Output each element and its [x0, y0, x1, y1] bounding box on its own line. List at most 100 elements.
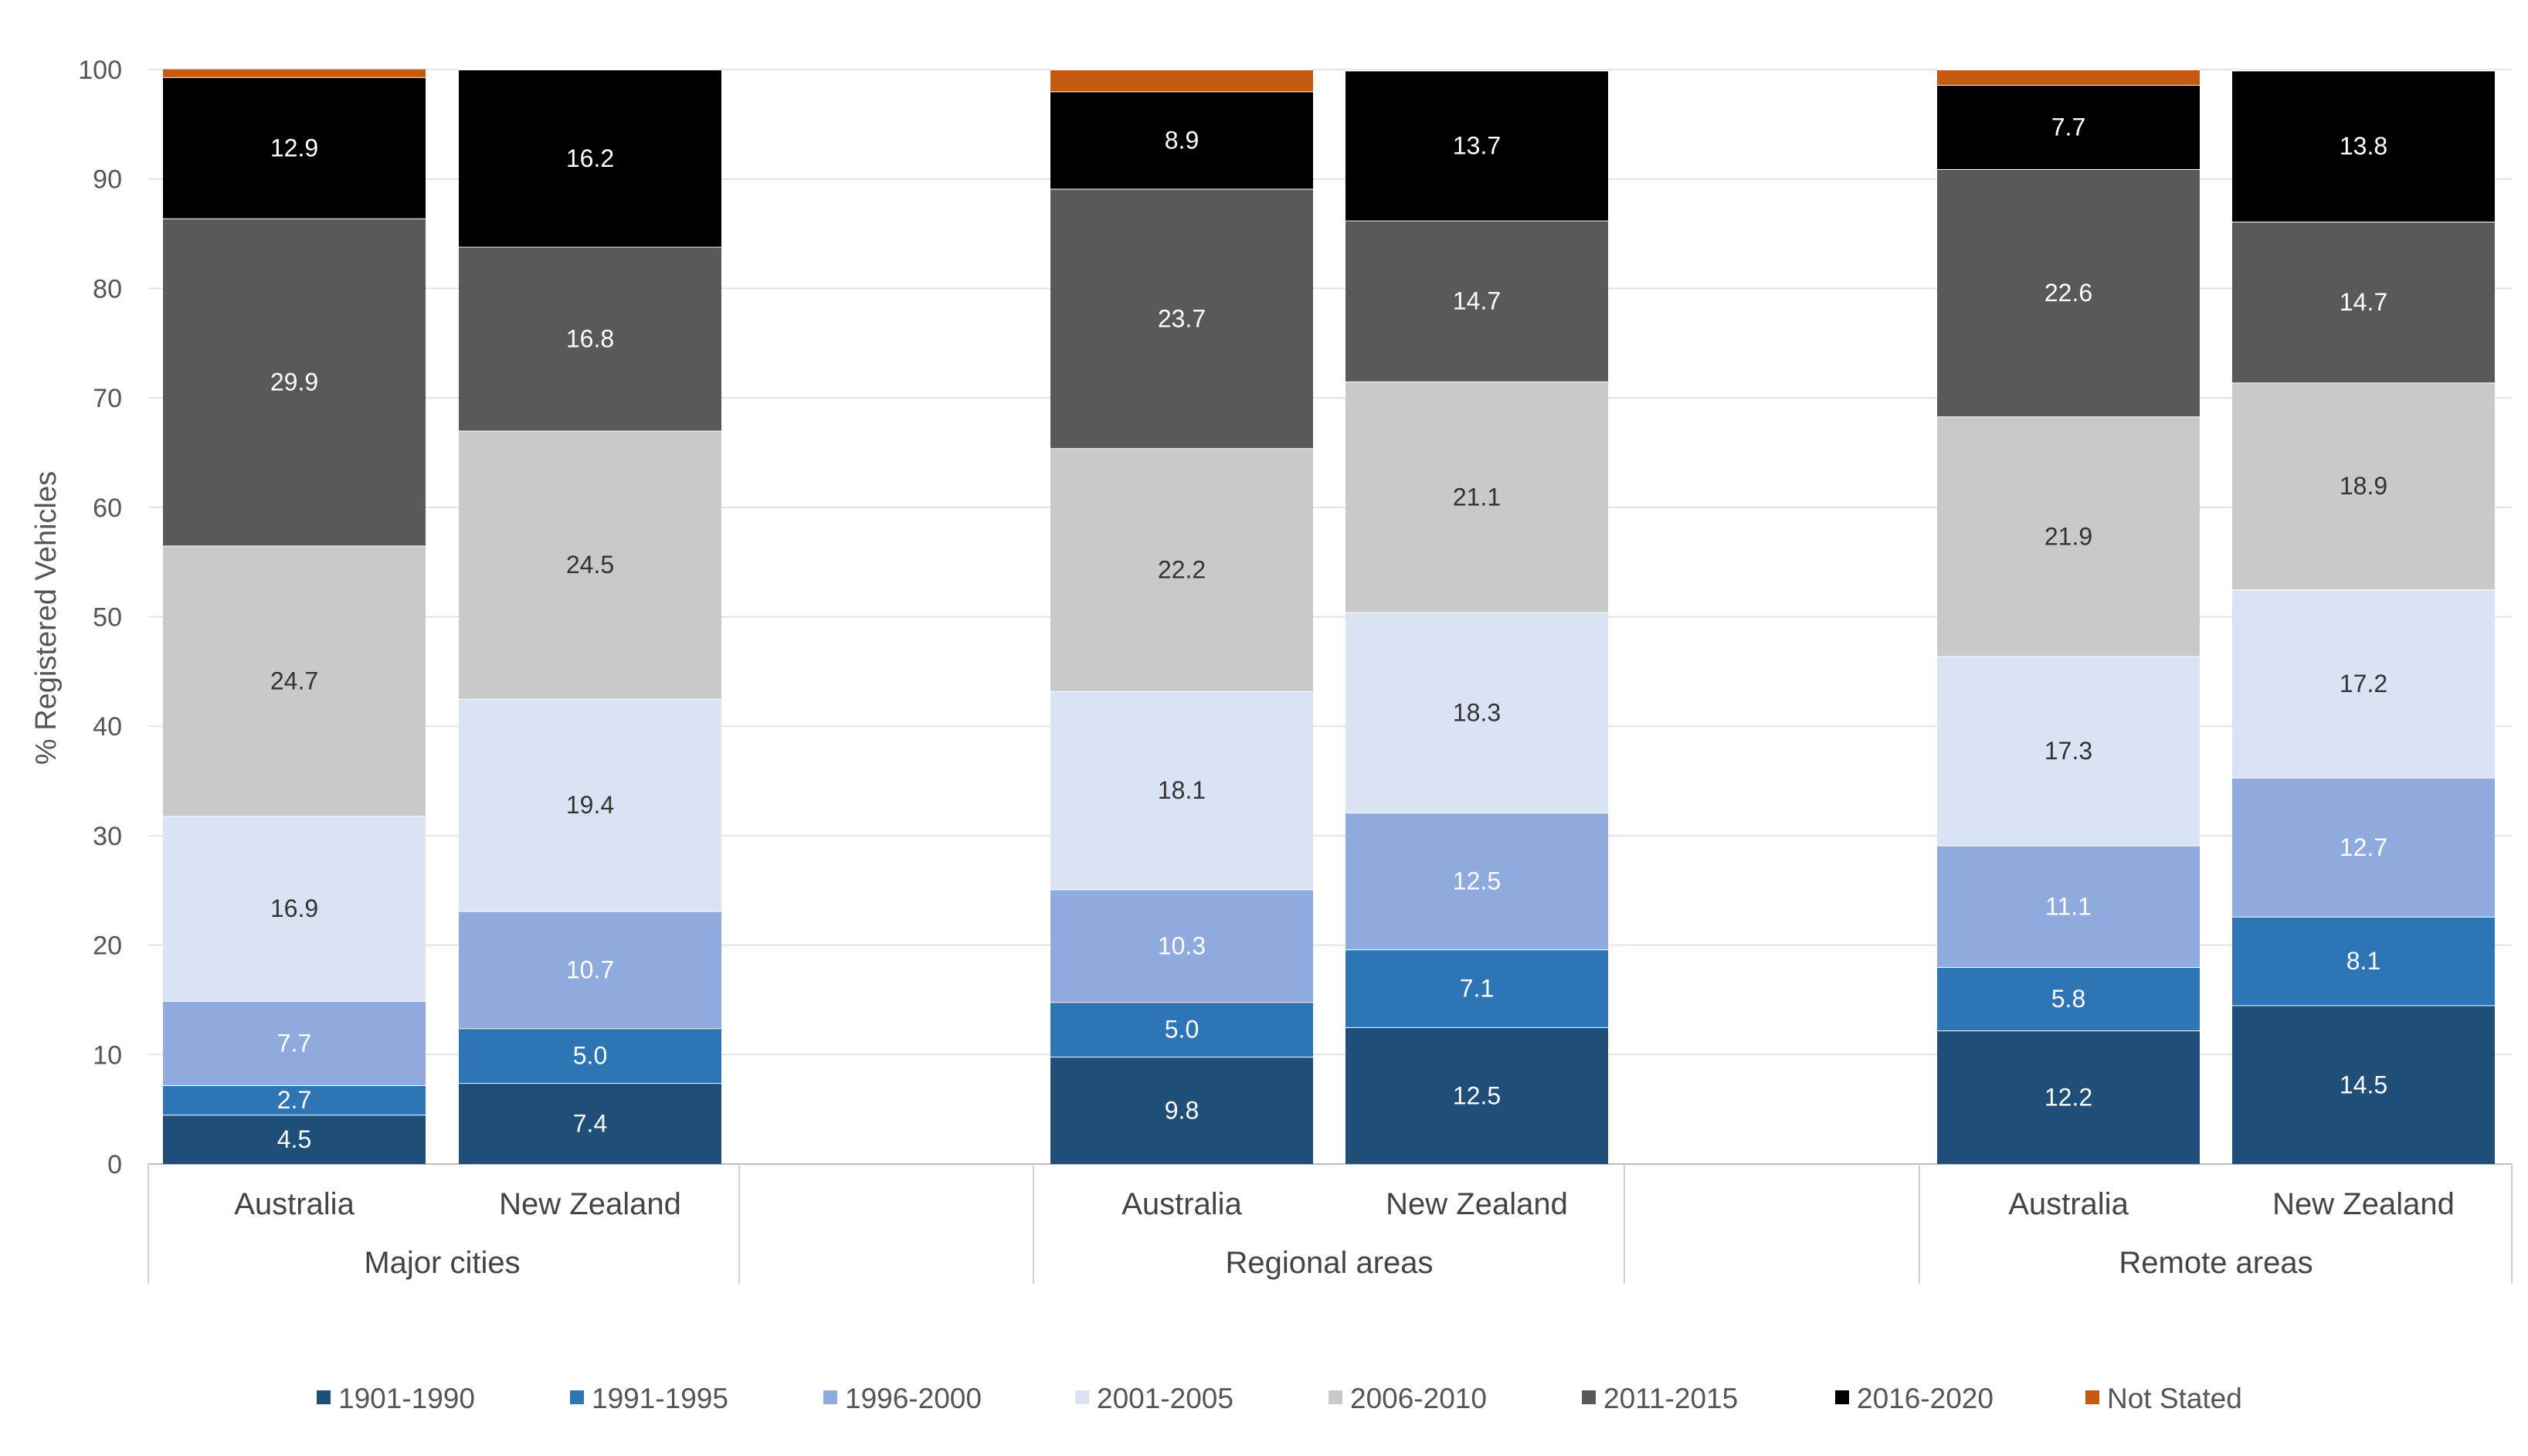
data-label: 7.7	[277, 1029, 311, 1057]
data-label: 12.5	[1453, 867, 1501, 895]
x-category-label: Australia	[1121, 1187, 1242, 1221]
legend-label: Not Stated	[2107, 1383, 2242, 1414]
legend-swatch	[1075, 1390, 1089, 1404]
bar-segment-2016-2020	[2232, 70, 2495, 222]
bar-segment-1996-2000	[1345, 813, 1608, 950]
legend: 1901-1990 1991-1995 1996-2000 2001-2005 2006…	[317, 1383, 2242, 1414]
data-label: 29.9	[270, 368, 318, 396]
data-label: 13.7	[1453, 131, 1501, 159]
y-tick-label: 60	[93, 494, 122, 523]
bar-segment-1901-1990	[163, 1115, 426, 1164]
bar-segment-2011-2015	[1345, 220, 1608, 382]
bar-segment-not-stated	[1937, 70, 2200, 85]
bar-segment-1991-1995	[1050, 1002, 1313, 1057]
legend-swatch	[570, 1390, 584, 1404]
y-tick-label: 70	[93, 384, 122, 413]
data-label: 21.1	[1453, 483, 1501, 511]
bar-segment-1996-2000	[163, 1000, 426, 1085]
bar-segment-2001-2005	[1050, 691, 1313, 890]
x-axis: Australia New Zealand Australia New Zealand…	[148, 1164, 2513, 1284]
data-label: 18.9	[2340, 472, 2387, 500]
bar-segment-2006-2010	[2232, 382, 2495, 590]
y-axis-title: % Registered Vehicles	[30, 471, 63, 765]
y-tick-label: 80	[93, 274, 122, 304]
data-label: 17.2	[2340, 670, 2387, 697]
x-group-label: Remote areas	[2119, 1246, 2313, 1280]
data-label: 14.7	[2340, 288, 2387, 316]
legend-swatch	[1328, 1390, 1342, 1404]
bar-segment-2001-2005	[1345, 612, 1608, 813]
x-group-label: Regional areas	[1225, 1246, 1433, 1280]
legend-label: 2001-2005	[1097, 1383, 1233, 1414]
data-label: 12.9	[270, 134, 318, 161]
data-label: 5.0	[573, 1042, 607, 1070]
data-label: 18.3	[1453, 698, 1501, 726]
legend-label: 2011-2015	[1603, 1383, 1738, 1414]
bar-segment-not-stated	[163, 68, 426, 77]
bar-segment-1901-1990	[2232, 1005, 2495, 1164]
bar-segment-1996-2000	[459, 911, 721, 1029]
bar-segment-1996-2000	[1937, 845, 2200, 967]
bar-segment-2006-2010	[1345, 381, 1608, 613]
legend-swatch	[1582, 1390, 1596, 1404]
y-tick-label: 10	[93, 1040, 122, 1070]
bars	[163, 67, 2495, 1164]
data-label: 11.1	[2045, 892, 2092, 920]
data-label: 7.4	[573, 1110, 607, 1138]
bar-segment-2001-2005	[459, 698, 721, 911]
x-category-label: New Zealand	[499, 1187, 681, 1221]
y-tick-label: 100	[78, 56, 122, 85]
bar-segment-2016-2020	[163, 76, 426, 219]
bar-segment-1991-1995	[163, 1084, 426, 1115]
bar-segment-1996-2000	[2232, 777, 2495, 917]
data-label: 12.5	[1453, 1081, 1501, 1109]
bar-segment-2006-2010	[1937, 416, 2200, 657]
y-tick-label: 40	[93, 712, 122, 742]
data-label: 9.8	[1165, 1097, 1199, 1125]
data-label: 2.7	[277, 1086, 311, 1114]
bar-segment-2006-2010	[459, 430, 721, 699]
bar-segment-2011-2015	[459, 246, 721, 431]
data-label: 12.7	[2340, 833, 2387, 861]
bar-segment-1991-1995	[1937, 966, 2200, 1031]
data-label: 16.2	[566, 144, 614, 172]
bar-segment-1901-1990	[1937, 1030, 2200, 1164]
data-labels: 4.5 2.7 7.7 16.9 24.7 29.9 12.9 7.4 5.0 10.7 19.4 2…	[270, 113, 2387, 1153]
bar-segment-2001-2005	[163, 816, 426, 1001]
x-category-label: Australia	[234, 1187, 355, 1221]
data-label: 10.3	[1158, 932, 1206, 959]
bar-segment-1901-1990	[1345, 1027, 1608, 1164]
data-label: 7.1	[1460, 975, 1494, 1003]
data-label: 17.3	[2044, 737, 2092, 765]
bar-segment-2006-2010	[163, 545, 426, 816]
bar-segment-1901-1990	[1050, 1057, 1313, 1164]
bar-segment-1901-1990	[459, 1083, 721, 1164]
bar-segment-2001-2005	[2232, 589, 2495, 778]
y-tick-label: 50	[93, 603, 122, 633]
data-label: 12.2	[2044, 1084, 2092, 1112]
legend-swatch	[2085, 1390, 2099, 1404]
data-label: 5.8	[2051, 985, 2085, 1013]
y-tick-label: 30	[93, 822, 122, 851]
bar-segment-2011-2015	[2232, 221, 2495, 383]
data-label: 4.5	[277, 1125, 311, 1153]
x-category-label: New Zealand	[2272, 1187, 2455, 1221]
data-label: 13.8	[2340, 132, 2387, 160]
bar-segment-2011-2015	[1937, 168, 2200, 417]
y-axis-ticks: 0 10 20 30 40 50 60 70 80 90 100	[78, 56, 122, 1179]
y-tick-label: 90	[93, 165, 122, 195]
legend-label: 1901-1990	[338, 1383, 475, 1414]
bar-segment-1991-1995	[2232, 916, 2495, 1006]
bar-segment-2016-2020	[459, 70, 721, 247]
data-label: 5.0	[1165, 1016, 1199, 1044]
legend-label: 2016-2020	[1857, 1383, 1994, 1414]
data-label: 10.7	[566, 955, 614, 983]
x-category-label: Australia	[2008, 1187, 2129, 1221]
legend-label: 2006-2010	[1350, 1383, 1487, 1414]
legend-label: 1991-1995	[592, 1383, 728, 1414]
bar-segment-2016-2020	[1937, 84, 2200, 169]
legend-swatch	[1835, 1390, 1849, 1404]
bar-segment-2011-2015	[1050, 188, 1313, 449]
data-label: 22.2	[1158, 556, 1206, 584]
